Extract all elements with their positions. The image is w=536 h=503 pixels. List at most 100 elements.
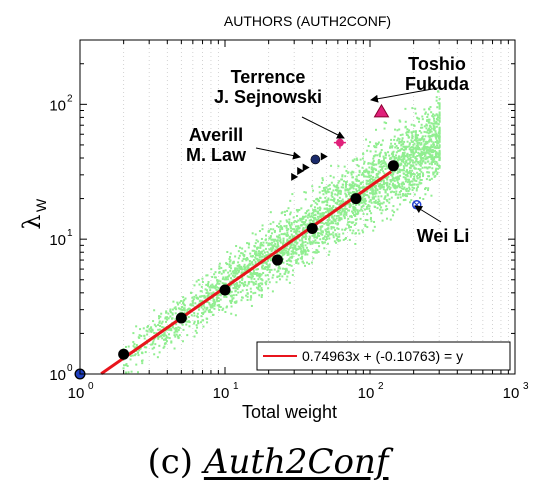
scatter-point	[319, 216, 322, 219]
scatter-point	[231, 262, 234, 265]
scatter-point	[414, 157, 417, 160]
scatter-point	[378, 159, 381, 162]
scatter-point	[141, 351, 144, 354]
scatter-point	[438, 135, 441, 138]
scatter-point	[430, 140, 433, 143]
scatter-point	[361, 166, 364, 169]
scatter-point	[192, 304, 195, 307]
scatter-point	[336, 222, 339, 225]
scatter-point	[316, 203, 319, 206]
scatter-point	[387, 151, 390, 154]
scatter-point	[354, 183, 357, 186]
scatter-point	[369, 150, 372, 153]
scatter-point	[423, 155, 426, 158]
scatter-point	[308, 213, 311, 216]
scatter-point	[389, 186, 392, 189]
scatter-point	[172, 300, 175, 303]
scatter-point	[388, 201, 391, 204]
scatter-point	[211, 286, 214, 289]
scatter-point	[415, 150, 418, 153]
scatter-point	[170, 329, 173, 332]
scatter-point	[378, 171, 381, 174]
scatter-point	[410, 153, 413, 156]
scatter-point	[380, 163, 383, 166]
highlight-circle	[310, 154, 321, 165]
scatter-point	[391, 151, 394, 154]
scatter-point	[269, 228, 272, 231]
scatter-point	[372, 175, 375, 178]
scatter-point	[205, 289, 208, 292]
plot-frame	[79, 39, 516, 375]
scatter-point	[421, 147, 424, 150]
scatter-point	[413, 187, 416, 190]
scatter-point	[424, 154, 427, 157]
scatter-point	[438, 97, 441, 100]
scatter-point	[160, 322, 163, 325]
scatter-point	[330, 164, 333, 167]
scatter-point	[231, 298, 234, 301]
chart-title: AUTHORS (AUTH2CONF)	[224, 13, 391, 29]
scatter-point	[252, 269, 255, 272]
scatter-point	[218, 309, 221, 312]
scatter-point	[188, 308, 191, 311]
scatter-point	[148, 328, 151, 331]
scatter-point	[254, 291, 257, 294]
scatter-point	[328, 233, 331, 236]
scatter-point	[127, 371, 130, 374]
scatter-point	[178, 334, 181, 337]
scatter-point	[204, 310, 207, 313]
scatter-point	[406, 162, 409, 165]
scatter-point	[325, 237, 328, 240]
scatter-point	[374, 206, 377, 209]
scatter-point	[249, 271, 252, 274]
scatter-point	[298, 226, 301, 229]
scatter-point	[376, 207, 379, 210]
scatter-point	[374, 176, 377, 179]
scatter-point	[430, 194, 433, 197]
scatter-point	[304, 264, 307, 267]
scatter-point	[403, 151, 406, 154]
scatter-point	[249, 263, 252, 266]
scatter-point	[304, 244, 307, 247]
annotation-arrow	[370, 87, 439, 103]
scatter-point	[425, 151, 428, 154]
scatter-point	[336, 199, 339, 202]
scatter-point	[437, 123, 440, 126]
scatter-point	[184, 297, 187, 300]
scatter-point	[389, 146, 392, 149]
scatter-point	[230, 299, 233, 302]
scatter-point	[302, 262, 305, 265]
scatter-point	[253, 249, 256, 252]
scatter-point	[418, 163, 421, 166]
scatter-point	[246, 265, 249, 268]
scatter-point	[157, 335, 160, 338]
scatter-point	[378, 204, 381, 207]
scatter-point	[289, 213, 292, 216]
scatter-point	[435, 99, 438, 102]
scatter-point	[278, 234, 281, 237]
scatter-point	[437, 167, 440, 170]
scatter-point	[236, 288, 239, 291]
scatter-point	[393, 170, 396, 173]
scatter-point	[314, 236, 317, 239]
scatter-point	[241, 277, 244, 280]
scatter-point	[424, 142, 427, 145]
scatter-point	[399, 134, 402, 137]
scatter-point	[153, 346, 156, 349]
scatter-point	[248, 270, 251, 273]
scatter-point	[354, 232, 357, 235]
scatter-point	[230, 267, 233, 270]
scatter-point	[269, 256, 272, 259]
scatter-point	[367, 162, 370, 165]
scatter-point	[386, 178, 389, 181]
scatter-point	[352, 207, 355, 210]
scatter-point	[208, 303, 211, 306]
scatter-point	[257, 285, 260, 288]
scatter-point	[207, 292, 210, 295]
scatter-point	[403, 157, 406, 160]
scatter-point	[242, 258, 245, 261]
scatter-point	[223, 282, 226, 285]
scatter-point	[307, 250, 310, 253]
scatter-point	[330, 210, 333, 213]
scatter-point	[228, 263, 231, 266]
